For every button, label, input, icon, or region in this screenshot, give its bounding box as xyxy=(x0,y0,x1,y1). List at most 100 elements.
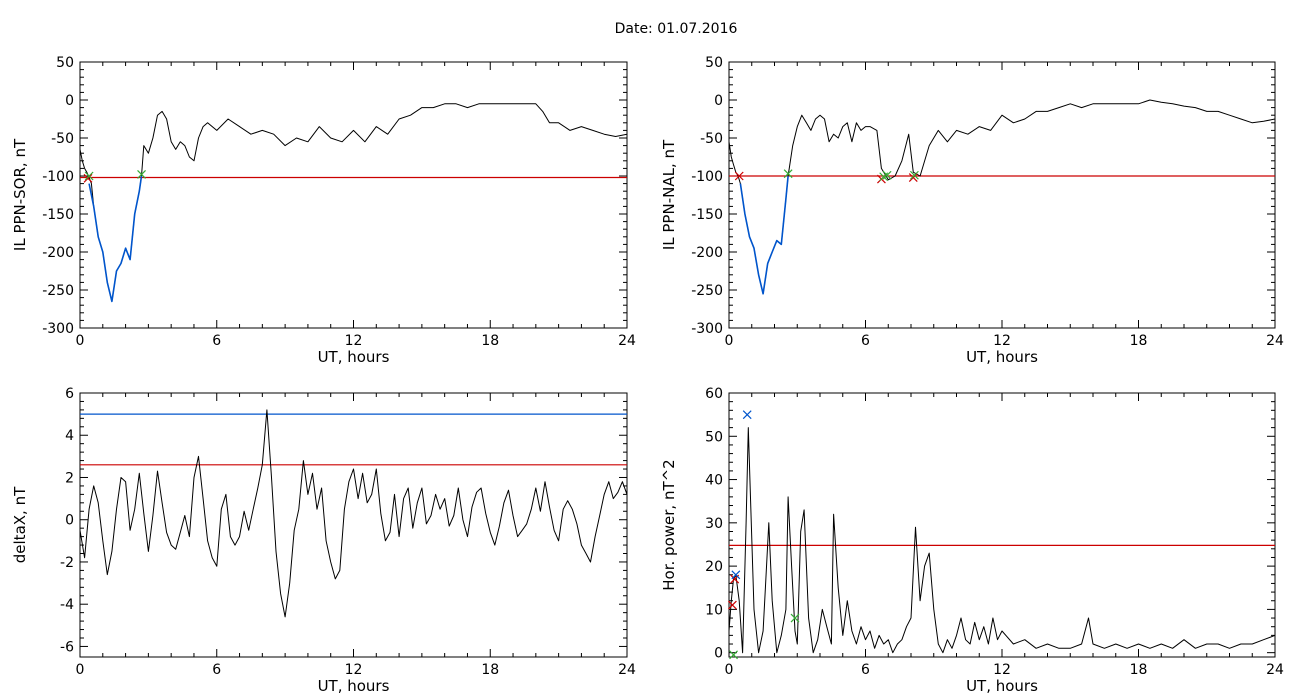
y-axis-label: deltaX, nT xyxy=(11,486,29,563)
x-axis-label: UT, hours xyxy=(966,677,1038,695)
chart-4: 0 6 12 18 24 60 50 40 30 20 10 0 UT, hours Hor. power… xyxy=(660,386,1284,695)
y-tick-label: 4 xyxy=(65,428,74,444)
x-tick-label: 0 xyxy=(725,662,734,678)
y-tick-label: -300 xyxy=(691,321,723,337)
x-tick-label: 0 xyxy=(76,662,85,678)
x-tick-label: 18 xyxy=(481,662,499,678)
y-tick-label: -50 xyxy=(700,131,723,147)
plot-frame xyxy=(79,392,628,658)
cross-marker-stroke xyxy=(783,169,793,179)
y-tick-label: 6 xyxy=(65,386,74,402)
x-tick-label: 24 xyxy=(618,333,636,349)
x-tick-label: 24 xyxy=(1266,333,1284,349)
y-tick-label: -50 xyxy=(51,131,74,147)
cross-marker xyxy=(734,171,744,181)
y-tick-label: 0 xyxy=(65,93,74,109)
cross-marker-stroke xyxy=(882,170,892,180)
cross-marker-stroke xyxy=(729,650,738,660)
y-tick-label: -150 xyxy=(42,207,74,223)
x-tick-label: 24 xyxy=(618,662,636,678)
y-tick-label: 50 xyxy=(56,55,74,71)
cross-marker-stroke xyxy=(908,173,918,182)
y-tick-label: -4 xyxy=(60,597,74,613)
cross-marker xyxy=(729,650,738,660)
x-tick-label: 6 xyxy=(861,662,870,678)
chart-2: 0 6 12 18 24 50 0 -50 -100 -150 -200 -250 -300 UT, ho… xyxy=(660,55,1284,366)
y-tick-label: 10 xyxy=(705,602,723,618)
y-tick-label: -100 xyxy=(691,169,723,185)
y-axis-label: IL PPN-NAL, nT xyxy=(660,139,678,250)
series-line-1 xyxy=(80,103,627,302)
x-axis-label: UT, hours xyxy=(318,348,390,366)
y-tick-label: 50 xyxy=(705,429,723,445)
x-tick-label: 18 xyxy=(1130,333,1148,349)
cross-marker xyxy=(790,613,800,623)
y-tick-label: 0 xyxy=(714,646,723,662)
x-tick-label: 6 xyxy=(212,662,221,678)
y-tick-label: 20 xyxy=(705,559,723,575)
x-tick-label: 12 xyxy=(993,662,1011,678)
plot-frame xyxy=(79,61,628,329)
figure-title: Date: 01.07.2016 xyxy=(615,21,738,37)
cross-marker-stroke xyxy=(742,410,752,420)
chart-3: 0 6 12 18 24 6 4 2 0 -2 -4 -6 UT, hours deltaX, nT xyxy=(11,386,636,695)
y-tick-label: 2 xyxy=(65,470,74,486)
cross-marker-stroke xyxy=(731,570,741,580)
y-tick-label: -6 xyxy=(60,639,74,655)
cross-marker-stroke xyxy=(83,173,93,183)
cross-marker-stroke xyxy=(790,613,800,623)
x-tick-label: 24 xyxy=(1266,662,1284,678)
y-axis-label: IL PPN-SOR, nT xyxy=(11,138,29,251)
cross-marker xyxy=(742,410,752,420)
y-tick-label: -300 xyxy=(42,321,74,337)
cross-marker-stroke xyxy=(909,170,919,180)
x-tick-label: 12 xyxy=(345,333,363,349)
x-tick-label: 6 xyxy=(212,333,221,349)
cross-marker xyxy=(137,170,146,179)
y-tick-label: -150 xyxy=(691,207,723,223)
cross-marker-stroke xyxy=(137,170,146,179)
cross-marker xyxy=(783,169,793,179)
x-tick-label: 12 xyxy=(993,333,1011,349)
y-tick-label: 0 xyxy=(65,513,74,529)
x-tick-label: 12 xyxy=(345,662,363,678)
cross-marker xyxy=(83,173,93,183)
y-tick-label: -2 xyxy=(60,555,74,571)
cross-marker xyxy=(908,173,918,182)
y-tick-label: -100 xyxy=(42,169,74,185)
series-line-1 xyxy=(729,427,1275,654)
series-line-2 xyxy=(88,175,143,303)
x-tick-label: 0 xyxy=(725,333,734,349)
y-tick-label: -200 xyxy=(691,245,723,261)
y-tick-label: -250 xyxy=(691,283,723,299)
cross-marker-stroke xyxy=(727,600,737,610)
y-tick-label: 50 xyxy=(705,55,723,71)
x-tick-label: 0 xyxy=(76,333,85,349)
chart-1: 0 6 12 18 24 50 0 -50 -100 -150 -200 -250 -300 UT, ho… xyxy=(11,55,636,366)
cross-marker xyxy=(909,170,919,180)
y-axis-label: Hor. power, nT^2 xyxy=(660,459,678,590)
series-line-1 xyxy=(80,409,627,618)
x-tick-label: 18 xyxy=(481,333,499,349)
y-tick-label: 30 xyxy=(705,516,723,532)
cross-marker-stroke xyxy=(84,171,94,181)
series-line-1 xyxy=(729,99,1275,295)
series-line-2 xyxy=(739,175,789,295)
y-tick-label: -250 xyxy=(42,283,74,299)
cross-marker xyxy=(882,170,892,180)
x-axis-label: UT, hours xyxy=(318,677,390,695)
plot-frame xyxy=(728,392,1276,658)
cross-marker xyxy=(84,171,94,181)
cross-marker xyxy=(731,570,741,580)
y-tick-label: 40 xyxy=(705,473,723,489)
x-tick-label: 18 xyxy=(1130,662,1148,678)
cross-marker xyxy=(727,600,737,610)
y-tick-label: 60 xyxy=(705,386,723,402)
x-tick-label: 6 xyxy=(861,333,870,349)
cross-marker-stroke xyxy=(734,171,744,181)
plot-frame xyxy=(728,61,1276,329)
y-tick-label: 0 xyxy=(714,93,723,109)
x-axis-label: UT, hours xyxy=(966,348,1038,366)
